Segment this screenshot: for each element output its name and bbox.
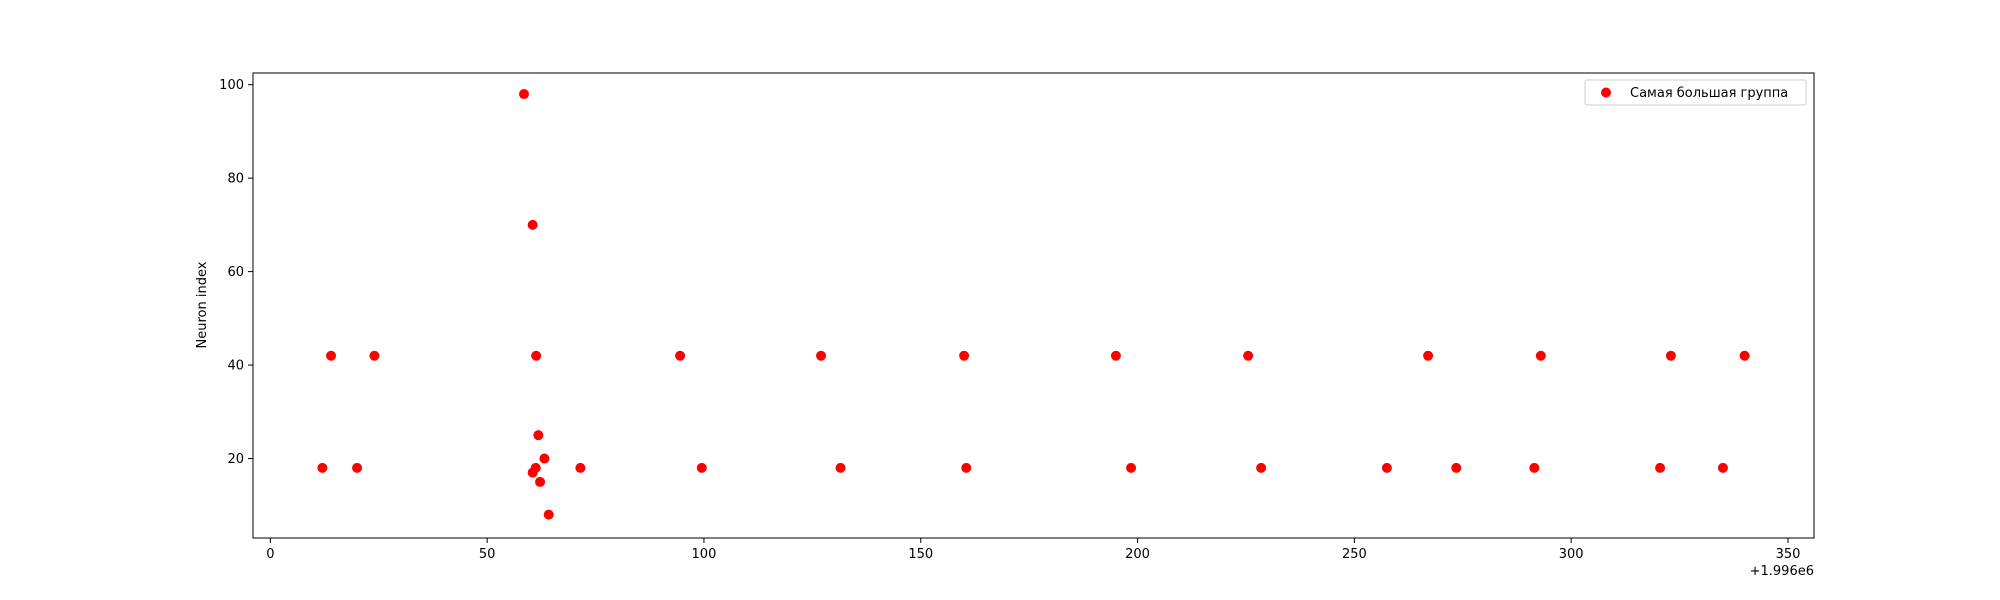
data-point bbox=[1256, 462, 1267, 473]
x-tick-label: 350 bbox=[1776, 547, 1801, 562]
data-point bbox=[1451, 462, 1462, 473]
data-point bbox=[575, 462, 586, 473]
legend: Самая большая группа bbox=[1584, 79, 1807, 106]
y-tick-label: 80 bbox=[227, 172, 244, 187]
x-tick-label: 0 bbox=[266, 547, 274, 562]
data-point bbox=[531, 350, 542, 361]
data-point bbox=[816, 350, 827, 361]
x-tick-label: 250 bbox=[1342, 547, 1367, 562]
legend-box bbox=[1584, 79, 1807, 106]
data-point bbox=[326, 350, 337, 361]
data-point bbox=[317, 462, 328, 473]
y-tick-label: 100 bbox=[219, 78, 244, 93]
data-point bbox=[533, 430, 544, 441]
data-point bbox=[1655, 462, 1666, 473]
data-points bbox=[317, 89, 1750, 520]
x-tick-label: 50 bbox=[479, 547, 496, 562]
data-point bbox=[1717, 462, 1728, 473]
data-point bbox=[369, 350, 380, 361]
data-point bbox=[1665, 350, 1676, 361]
data-point bbox=[1126, 462, 1137, 473]
data-point bbox=[519, 89, 530, 100]
data-point bbox=[530, 462, 541, 473]
data-point bbox=[675, 350, 686, 361]
data-point bbox=[1381, 462, 1392, 473]
data-point bbox=[1739, 350, 1750, 361]
data-point bbox=[961, 462, 972, 473]
data-point bbox=[835, 462, 846, 473]
data-point bbox=[527, 219, 538, 230]
x-tick-label: 100 bbox=[692, 547, 717, 562]
x-axis-offset-label: +1.996e6 bbox=[1750, 564, 1814, 579]
x-tick-label: 300 bbox=[1559, 547, 1584, 562]
y-tick-label: 60 bbox=[227, 265, 244, 280]
y-tick-label: 20 bbox=[227, 452, 244, 467]
x-tick-label: 150 bbox=[908, 547, 933, 562]
legend-label: Самая большая группа bbox=[1630, 86, 1788, 101]
y-axis-label: Neuron index bbox=[195, 261, 210, 348]
data-point bbox=[352, 462, 363, 473]
data-point bbox=[1110, 350, 1121, 361]
y-tick-label: 40 bbox=[227, 359, 244, 374]
data-point bbox=[535, 476, 546, 487]
x-tick-label: 200 bbox=[1125, 547, 1150, 562]
x-axis: 0 50 100 150 200 250 300 350 bbox=[266, 538, 1800, 562]
data-point bbox=[1243, 350, 1254, 361]
y-axis: 20 40 60 80 100 bbox=[219, 78, 253, 467]
data-point bbox=[543, 509, 554, 520]
data-point bbox=[539, 453, 550, 464]
plot-area-frame bbox=[252, 72, 1815, 539]
legend-marker bbox=[1601, 87, 1611, 98]
data-point bbox=[1535, 350, 1546, 361]
data-point bbox=[1529, 462, 1540, 473]
data-point bbox=[696, 462, 707, 473]
data-point bbox=[959, 350, 970, 361]
data-point bbox=[1423, 350, 1434, 361]
